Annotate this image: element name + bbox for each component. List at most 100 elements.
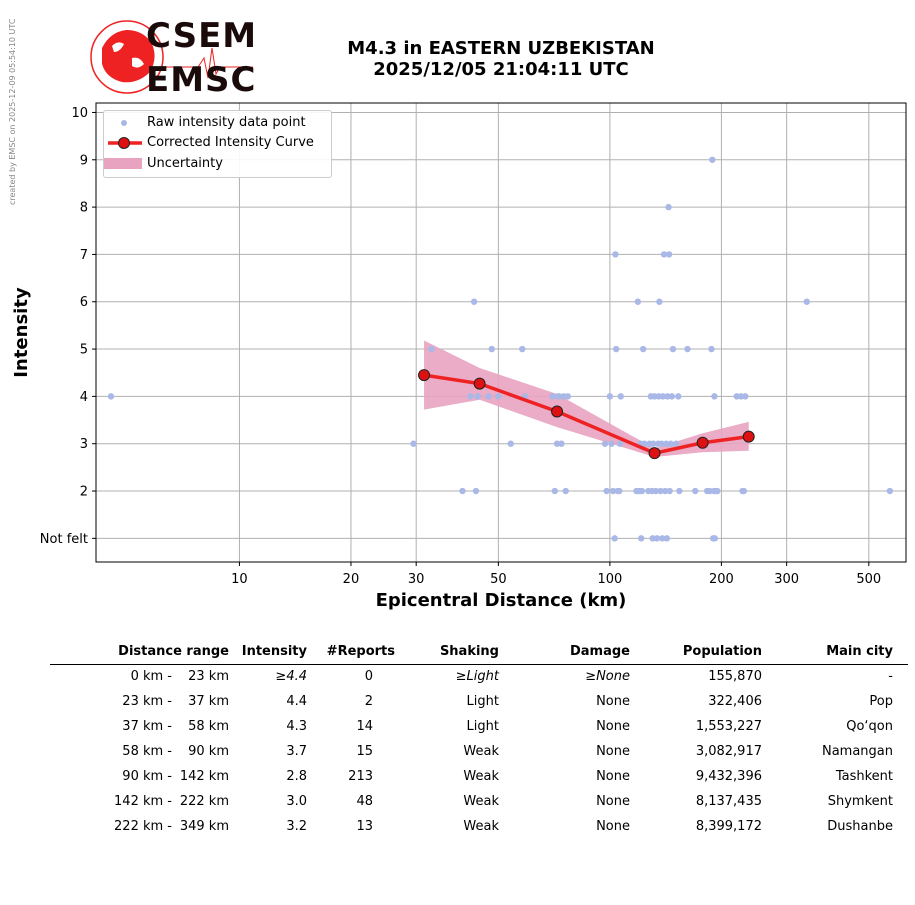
table-row: 58 km - 90 km 3.7 15 Weak None 3,082,917 Namang… xyxy=(50,740,908,765)
title-line-time: 2025/12/05 21:04:11 UTC xyxy=(373,59,629,80)
raw-point xyxy=(553,440,561,447)
raw-point xyxy=(638,487,646,495)
cell-intensity: 3.7 xyxy=(286,744,307,759)
tick-label-x: 100 xyxy=(597,572,622,587)
tick-label-x: 20 xyxy=(343,572,360,587)
cell-shaking: ≥Light xyxy=(455,669,499,684)
raw-point xyxy=(886,487,894,495)
raw-point xyxy=(564,393,572,400)
cell-distance-to: 349 km xyxy=(179,819,229,834)
legend-label-curve: Corrected Intensity Curve xyxy=(147,135,314,150)
raw-point xyxy=(675,393,682,400)
legend-band-swatch xyxy=(104,158,142,169)
tick-label-x: 10 xyxy=(231,572,248,587)
raw-point xyxy=(742,393,749,400)
table-row: 90 km - 142 km 2.8 213 Weak None 9,432,396 Tash… xyxy=(50,765,908,790)
cell-main-city: Shymkent xyxy=(827,794,893,809)
chart-axes: Not felt 2 3 4 5 6 7 8 9 10 10 20 30 50 100 200 300 500 Ep… xyxy=(11,102,907,611)
cell-reports: 0 xyxy=(364,669,373,684)
cell-shaking: Weak xyxy=(463,794,499,809)
raw-point xyxy=(659,535,666,542)
logo-globe-icon xyxy=(90,20,253,94)
raw-point xyxy=(488,345,496,353)
raw-point xyxy=(459,487,466,495)
curve-marker xyxy=(418,369,431,382)
x-axis-label: Epicentral Distance (km) xyxy=(376,590,627,611)
tick-label-x: 30 xyxy=(408,572,425,587)
cell-reports: 48 xyxy=(356,794,373,809)
title-line-event: M4.3 in EASTERN UZBEKISTAN xyxy=(347,38,655,59)
y-axis-label: Intensity xyxy=(11,287,32,378)
raw-point xyxy=(617,393,624,400)
raw-point xyxy=(684,345,691,353)
raw-point xyxy=(660,251,668,258)
cell-distance-from: 90 km - xyxy=(122,769,172,784)
raw-point xyxy=(661,487,669,495)
raw-point xyxy=(551,487,558,495)
cell-distance-from: 0 km - xyxy=(130,669,172,684)
raw-point xyxy=(410,440,417,447)
cell-intensity: 4.4 xyxy=(286,694,307,709)
curve-marker xyxy=(696,436,709,449)
cell-reports: 14 xyxy=(356,719,373,734)
cell-distance-from: 142 km - xyxy=(114,794,172,809)
raw-point xyxy=(608,440,615,447)
intensity-table: Distance range Intensity #Reports Shakin… xyxy=(50,640,908,840)
raw-point xyxy=(653,535,661,542)
legend-raw-swatch xyxy=(121,120,127,126)
cell-distance-to: 90 km xyxy=(188,744,229,759)
curve-marker xyxy=(742,430,755,443)
raw-point xyxy=(740,487,748,495)
tick-label-x: 300 xyxy=(774,572,799,587)
cell-reports: 2 xyxy=(364,694,373,709)
curve-line xyxy=(423,373,749,455)
raw-point xyxy=(692,487,699,495)
cell-main-city: Pop xyxy=(869,694,893,709)
cell-intensity: 2.8 xyxy=(286,769,307,784)
raw-point xyxy=(711,535,719,542)
tick-label-y: 2 xyxy=(80,485,88,500)
table-row: 37 km - 58 km 4.3 14 Light None 1,553,227 Qo‘qo… xyxy=(50,715,908,740)
raw-point xyxy=(467,393,474,400)
raw-point xyxy=(667,440,674,447)
cell-damage: None xyxy=(596,744,630,759)
tick-label-y: Not felt xyxy=(40,532,88,547)
raw-point xyxy=(672,440,680,447)
raw-point xyxy=(495,393,502,400)
tick-label-x: 500 xyxy=(856,572,881,587)
raw-point xyxy=(606,393,614,400)
raw-point xyxy=(669,345,677,353)
raw-point xyxy=(711,393,718,400)
table-row: 0 km - 23 km ≥4.4 0 ≥Light ≥None 155,870 - xyxy=(50,665,908,690)
raw-point xyxy=(803,298,810,305)
chart-legend: Raw intensity data point Corrected Inten… xyxy=(103,110,332,178)
header-reports: #Reports xyxy=(326,644,395,659)
cell-distance-from: 222 km - xyxy=(114,819,172,834)
curve-marker xyxy=(473,377,486,390)
cell-reports: 15 xyxy=(356,744,373,759)
raw-point xyxy=(666,487,673,495)
cell-distance-to: 58 km xyxy=(188,719,229,734)
raw-point xyxy=(676,487,683,495)
curve-marker xyxy=(551,405,564,418)
tick-label-y: 5 xyxy=(80,343,88,358)
cell-shaking: Light xyxy=(466,694,499,709)
cell-intensity: ≥4.4 xyxy=(275,669,307,684)
raw-point xyxy=(665,251,673,258)
raw-point xyxy=(470,298,478,305)
table-row: 23 km - 37 km 4.4 2 Light None 322,406 Pop xyxy=(50,690,908,715)
raw-point xyxy=(549,393,556,400)
tick-label-y: 9 xyxy=(80,153,88,168)
raw-point xyxy=(708,345,715,353)
cell-population: 8,137,435 xyxy=(695,794,762,809)
tick-label-y: 8 xyxy=(80,201,88,216)
cell-damage: None xyxy=(596,694,630,709)
cell-damage: ≥None xyxy=(585,669,630,684)
raw-point xyxy=(612,251,619,258)
raw-point xyxy=(519,345,526,353)
cell-main-city: Namangan xyxy=(821,744,893,759)
table-row: 142 km - 222 km 3.0 48 Weak None 8,137,435 Shym… xyxy=(50,790,908,815)
cell-shaking: Weak xyxy=(463,744,499,759)
tick-label-y: 10 xyxy=(71,106,88,121)
raw-point xyxy=(641,440,648,447)
